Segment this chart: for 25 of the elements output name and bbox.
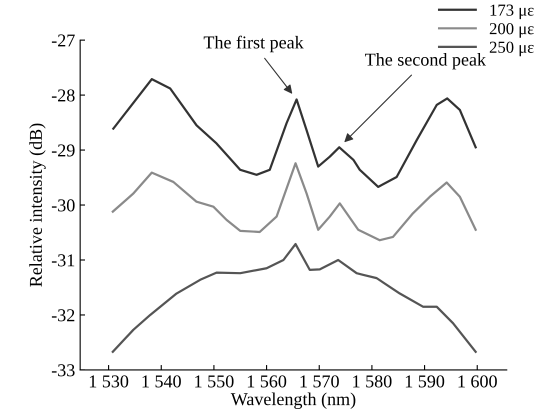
y-tick-label: -30 (52, 199, 75, 212)
line-series (112, 242, 477, 353)
line-series (112, 78, 477, 188)
x-axis-title: Wavelength (nm) (230, 392, 356, 409)
y-axis-title: Relative intensity (dB) (29, 124, 46, 287)
x-tick-label: 1 540 (142, 375, 181, 388)
x-tick-label: 1 590 (406, 375, 444, 388)
y-tick-label: -32 (52, 309, 74, 322)
y-tick-label: -29 (52, 144, 75, 157)
x-tick-label: 1 560 (248, 375, 286, 388)
x-tick-label: 1 570 (300, 375, 339, 388)
y-tick-label: -31 (52, 254, 74, 266)
y-tick-label: -27 (52, 34, 75, 46)
legend-label: 250 με (490, 42, 534, 56)
x-tick-label: 1 530 (90, 375, 128, 388)
annotation: The first peak (204, 36, 304, 52)
legend-label: 200 με (490, 23, 534, 38)
x-tick-label: 1 550 (195, 375, 234, 388)
legend-label: 173 με (490, 4, 534, 20)
line-series (112, 162, 477, 242)
annotation: The second peak (365, 53, 486, 70)
y-tick-label: -28 (52, 89, 75, 102)
y-tick-label: -33 (52, 364, 75, 376)
x-tick-label: 1 600 (458, 375, 497, 388)
x-tick-label: 1 580 (353, 375, 392, 388)
